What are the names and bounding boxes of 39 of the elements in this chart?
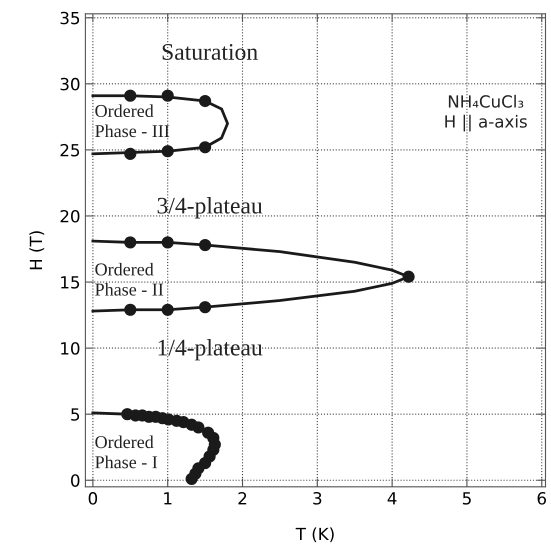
- annotation: 3/4-plateau: [158, 197, 262, 218]
- y-tick-label: 15: [61, 276, 80, 289]
- x-tick-label: 0: [88, 492, 98, 505]
- annotation: Ordered Phase - III: [95, 104, 170, 138]
- x-tick-label: 1: [164, 492, 172, 504]
- y-tick-label: 30: [60, 78, 80, 90]
- y-tick-label: 10: [61, 342, 80, 355]
- point: [124, 304, 136, 316]
- point: [162, 304, 174, 316]
- annotation: Ordered Phase - II: [95, 262, 164, 296]
- point: [162, 236, 174, 248]
- annotation: 1/4-plateau: [158, 338, 262, 360]
- point: [186, 472, 198, 486]
- annotation: NH₄CuCl₃ H || a-axis: [445, 94, 527, 132]
- point: [199, 238, 212, 252]
- point: [402, 270, 415, 283]
- y-tick-label: 0: [71, 474, 80, 487]
- x-tick-label: 2: [238, 492, 246, 504]
- point: [192, 421, 204, 434]
- x-tick-label: 6: [538, 492, 546, 505]
- point: [124, 148, 136, 160]
- y-tick-label: 35: [60, 12, 80, 24]
- y-tick-label: 25: [60, 144, 80, 156]
- y-tick-label: 20: [60, 210, 80, 223]
- x-tick-label: 4: [388, 492, 396, 504]
- point: [162, 90, 174, 102]
- annotation: Ordered Phase - I: [95, 435, 158, 468]
- point: [162, 145, 174, 158]
- point: [124, 236, 136, 248]
- x-axis-title: T (K): [296, 527, 334, 542]
- point: [199, 301, 212, 314]
- point: [199, 141, 212, 154]
- point: [124, 90, 136, 102]
- point: [199, 94, 212, 108]
- x-tick-label: 3: [313, 492, 322, 505]
- annotation: Saturation: [162, 44, 258, 60]
- y-axis-title: H (T): [29, 231, 44, 270]
- y-tick-label: 5: [71, 408, 80, 421]
- x-tick-label: 5: [462, 492, 471, 505]
